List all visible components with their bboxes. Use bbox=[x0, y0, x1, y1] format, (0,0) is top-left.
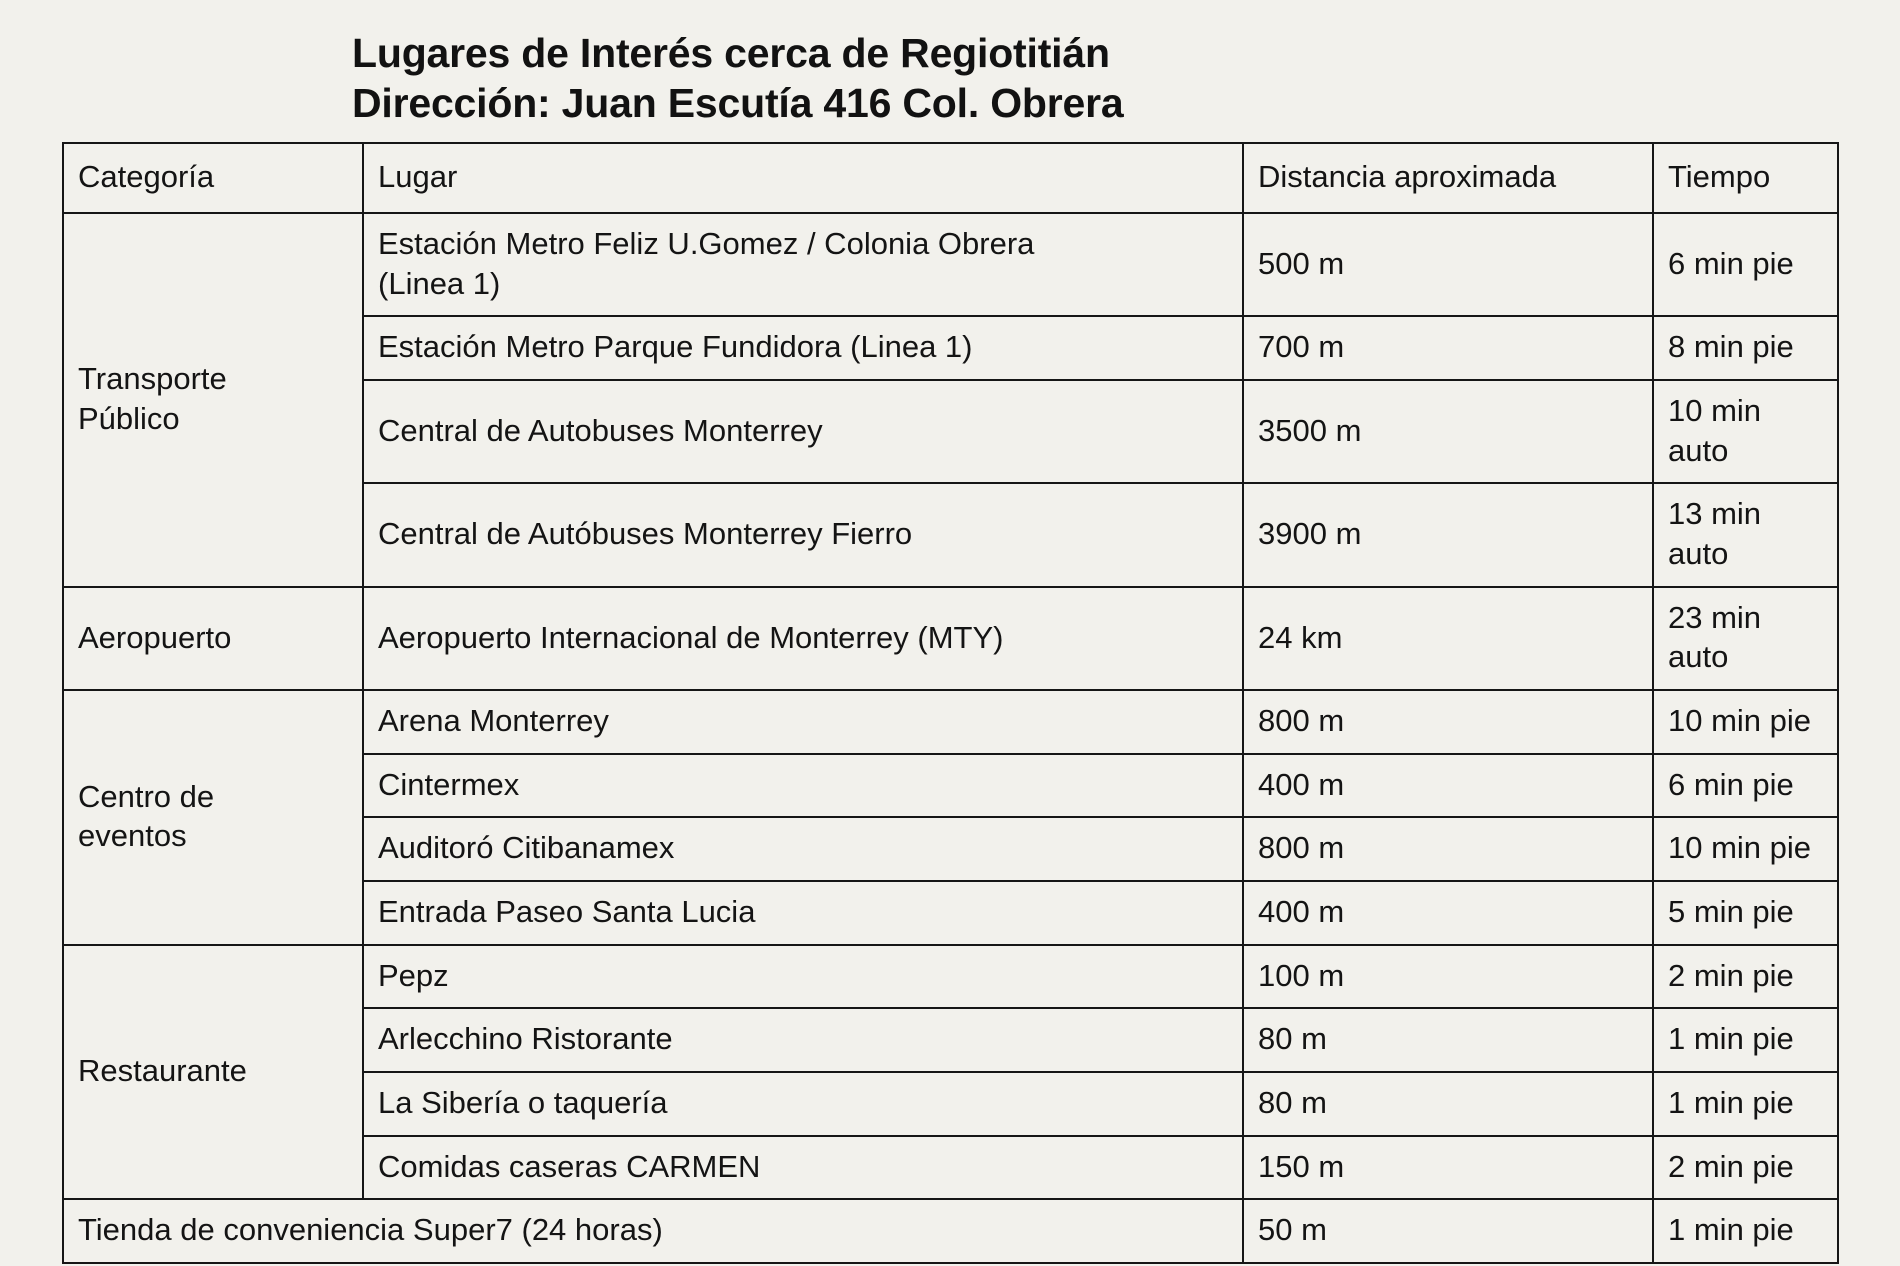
table-row: La Sibería o taquería 80 m 1 min pie bbox=[63, 1071, 1839, 1137]
time-cell: 8 min pie bbox=[1652, 315, 1839, 382]
table-row: Arlecchino Ristorante 80 m 1 min pie bbox=[63, 1007, 1839, 1074]
category-cell-aeropuerto: Aeropuerto bbox=[62, 585, 364, 692]
table-row: Central de Autobuses Monterrey 3500 m 10… bbox=[63, 379, 1839, 485]
table-row: Tienda de conveniencia Super7 (24 horas)… bbox=[62, 1198, 1839, 1265]
table-row: Estación Metro Parque Fundidora (Linea 1… bbox=[63, 315, 1839, 382]
time-cell: 2 min pie bbox=[1652, 943, 1839, 1010]
page-title: Lugares de Interés cerca de Regiotitián … bbox=[0, 0, 1900, 128]
distance-cell: 400 m bbox=[1242, 752, 1654, 819]
distance-cell: 800 m bbox=[1242, 689, 1654, 755]
place-cell: Central de Autóbuses Monterrey Fierro bbox=[362, 482, 1244, 588]
category-cell-transporte-publico: Transporte Público bbox=[62, 212, 364, 588]
category-cell-centro-de-eventos: Centro de eventos bbox=[62, 689, 364, 946]
category-cell-restaurante: Restaurante bbox=[62, 943, 364, 1201]
time-cell: 1 min pie bbox=[1652, 1007, 1839, 1074]
table-header-row: Categoría Lugar Distancia aproximada Tie… bbox=[62, 142, 1839, 215]
poi-table-container: Categoría Lugar Distancia aproximada Tie… bbox=[62, 142, 1842, 1265]
distance-cell: 80 m bbox=[1242, 1071, 1654, 1137]
distance-cell: 3900 m bbox=[1242, 482, 1654, 588]
place-cell: Entrada Paseo Santa Lucia bbox=[362, 880, 1244, 946]
time-cell: 6 min pie bbox=[1652, 212, 1839, 318]
title-line-1: Lugares de Interés cerca de Regiotitián bbox=[352, 30, 1110, 76]
distance-cell: 700 m bbox=[1242, 315, 1654, 382]
time-cell: 13 min auto bbox=[1652, 482, 1839, 588]
title-line-2: Dirección: Juan Escutía 416 Col. Obrera bbox=[352, 80, 1124, 127]
table-body: Transporte Público Estación Metro Feliz … bbox=[62, 212, 1839, 1265]
time-cell: 10 min pie bbox=[1652, 816, 1839, 883]
place-label-line-1: Estación Metro Feliz U.Gomez / Colonia O… bbox=[378, 226, 1035, 262]
table-row: Auditoró Citibanamex 800 m 10 min pie bbox=[63, 816, 1839, 883]
distance-cell: 3500 m bbox=[1242, 379, 1654, 485]
distance-cell: 500 m bbox=[1242, 212, 1654, 318]
time-cell: 10 min pie bbox=[1652, 689, 1839, 755]
convenience-store-cell: Tienda de conveniencia Super7 (24 horas) bbox=[62, 1198, 1244, 1265]
distance-cell: 150 m bbox=[1242, 1134, 1654, 1201]
place-cell: Arlecchino Ristorante bbox=[362, 1007, 1244, 1074]
time-cell: 1 min pie bbox=[1652, 1198, 1839, 1265]
place-cell: Aeropuerto Internacional de Monterrey (M… bbox=[362, 585, 1244, 692]
place-cell: Auditoró Citibanamex bbox=[362, 816, 1244, 883]
time-cell: 5 min pie bbox=[1652, 880, 1839, 946]
time-cell: 2 min pie bbox=[1652, 1134, 1839, 1201]
distance-cell: 80 m bbox=[1242, 1007, 1654, 1074]
column-header-tiempo: Tiempo bbox=[1652, 142, 1839, 215]
place-cell: Arena Monterrey bbox=[362, 689, 1244, 755]
table-row: Comidas caseras CARMEN 150 m 2 min pie bbox=[63, 1134, 1839, 1201]
place-label-line-2: (Linea 1) bbox=[378, 265, 501, 301]
time-cell: 1 min pie bbox=[1652, 1071, 1839, 1137]
table-row: Centro de eventos Arena Monterrey 800 m … bbox=[62, 689, 1839, 946]
table-row: Restaurante Pepz 100 m 2 min pie bbox=[62, 943, 1839, 1201]
distance-cell: 800 m bbox=[1242, 816, 1654, 883]
points-of-interest-table: Categoría Lugar Distancia aproximada Tie… bbox=[62, 142, 1839, 1265]
place-cell: Estación Metro Parque Fundidora (Linea 1… bbox=[362, 315, 1244, 382]
time-cell: 6 min pie bbox=[1652, 752, 1839, 819]
category-label-line-2: Público bbox=[78, 400, 180, 436]
distance-cell: 50 m bbox=[1242, 1198, 1654, 1265]
place-cell: Central de Autobuses Monterrey bbox=[362, 379, 1244, 485]
column-header-distancia: Distancia aproximada bbox=[1242, 142, 1654, 215]
place-cell: Comidas caseras CARMEN bbox=[362, 1134, 1244, 1201]
place-cell: Cintermex bbox=[362, 752, 1244, 819]
table-row: Entrada Paseo Santa Lucia 400 m 5 min pi… bbox=[63, 880, 1839, 946]
distance-cell: 400 m bbox=[1242, 880, 1654, 946]
column-header-lugar: Lugar bbox=[362, 142, 1244, 215]
table-row: Central de Autóbuses Monterrey Fierro 39… bbox=[63, 482, 1839, 588]
category-label-line-1: Transporte bbox=[78, 361, 227, 397]
time-cell: 10 min auto bbox=[1652, 379, 1839, 485]
time-cell: 23 min auto bbox=[1652, 585, 1839, 692]
column-header-categoria: Categoría bbox=[62, 142, 364, 215]
distance-cell: 100 m bbox=[1242, 943, 1654, 1010]
distance-cell: 24 km bbox=[1242, 585, 1654, 692]
place-cell: Estación Metro Feliz U.Gomez / Colonia O… bbox=[362, 212, 1244, 318]
place-cell: La Sibería o taquería bbox=[362, 1071, 1244, 1137]
table-row: Cintermex 400 m 6 min pie bbox=[63, 752, 1839, 819]
table-header: Categoría Lugar Distancia aproximada Tie… bbox=[62, 142, 1839, 215]
category-label-line-2: eventos bbox=[78, 818, 187, 854]
table-row: Transporte Público Estación Metro Feliz … bbox=[62, 212, 1839, 588]
place-cell: Pepz bbox=[362, 943, 1244, 1010]
table-row: Aeropuerto Aeropuerto Internacional de M… bbox=[62, 585, 1839, 692]
category-label-line-1: Centro de bbox=[78, 778, 215, 814]
